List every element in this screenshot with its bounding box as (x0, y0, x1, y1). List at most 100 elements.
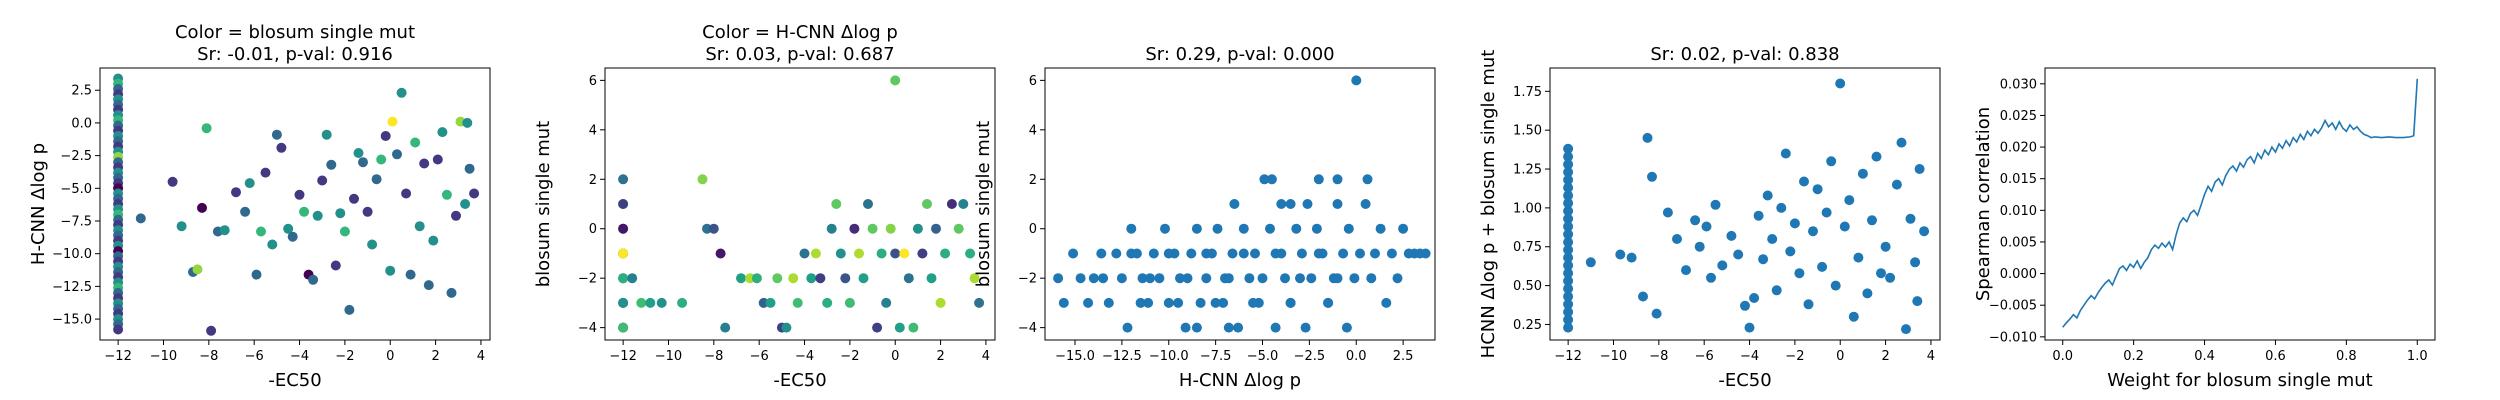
data-point (1259, 174, 1270, 185)
data-point (1694, 241, 1705, 252)
data-point (1563, 143, 1574, 154)
data-point (312, 210, 323, 221)
data-point (826, 223, 837, 234)
data-point (1758, 254, 1769, 265)
data-point (912, 223, 923, 234)
data-point (1126, 223, 1137, 234)
data-point (1853, 252, 1864, 263)
data-point (437, 127, 448, 138)
y-tick-label: 1.25 (1513, 163, 1542, 178)
data-point (1563, 260, 1574, 271)
data-point (1058, 297, 1069, 308)
data-point (1785, 246, 1796, 257)
data-point (1343, 223, 1354, 234)
data-point (1306, 273, 1317, 284)
chart-title-line: Sr: 0.02, p-val: 0.838 (1650, 44, 1839, 65)
data-point (1563, 322, 1574, 333)
data-point (135, 213, 146, 224)
data-point (1867, 215, 1877, 226)
data-point (1068, 248, 1079, 259)
data-point (1662, 207, 1673, 218)
x-tick-label: −2 (335, 349, 354, 364)
data-point (1563, 283, 1574, 294)
data-point (392, 149, 402, 160)
data-point (1839, 221, 1850, 232)
data-point (283, 223, 294, 234)
data-point (844, 297, 855, 308)
data-point (1370, 248, 1380, 259)
data-point (1212, 223, 1223, 234)
x-tick-label: 0 (1836, 349, 1844, 364)
data-point (1210, 297, 1221, 308)
chart-title-line: Color = H-CNN Δlog p (702, 22, 898, 43)
data-point (1160, 223, 1170, 234)
data-point (1229, 199, 1240, 209)
y-tick-label: −2 (1018, 272, 1037, 287)
y-tick-label: 0.015 (2000, 172, 2037, 187)
x-tick-label: 4 (477, 349, 485, 364)
data-point (885, 223, 896, 234)
data-point (419, 158, 430, 169)
data-point (1901, 324, 1911, 335)
data-point (1341, 322, 1352, 333)
data-point (840, 273, 851, 284)
data-point (926, 273, 937, 284)
y-tick-label: −0.005 (1989, 299, 2037, 314)
x-tick-label: 0.0 (1346, 349, 1367, 364)
data-point (1848, 311, 1859, 322)
data-point (1311, 223, 1322, 234)
data-point (876, 248, 887, 259)
data-point (1563, 244, 1574, 255)
y-tick-label: −12.5 (52, 280, 92, 295)
data-point (772, 273, 783, 284)
data-point (1744, 322, 1755, 333)
x-tick-label: 2 (1881, 349, 1889, 364)
y-tick-label: 0.0 (71, 116, 92, 131)
data-point (858, 273, 869, 284)
data-point (1323, 297, 1334, 308)
data-point (1803, 299, 1814, 310)
data-point (1270, 322, 1281, 333)
x-tick-label: −7.5 (1200, 349, 1232, 364)
axes-frame (1549, 67, 1941, 341)
data-point (1808, 226, 1818, 237)
data-point (1218, 297, 1229, 308)
data-point (1880, 241, 1891, 252)
data-point (441, 189, 452, 200)
data-point (867, 223, 878, 234)
data-point (1563, 159, 1574, 170)
data-point (872, 322, 883, 333)
y-tick-label: 0.020 (2000, 141, 2037, 156)
data-point (788, 273, 799, 284)
x-tick-label: 1.0 (2407, 349, 2428, 364)
data-point (1276, 199, 1287, 209)
data-point (1366, 273, 1377, 284)
y-tick-label: −4 (1018, 321, 1037, 336)
chart-title-line: Sr: 0.03, p-val: 0.687 (705, 44, 894, 65)
data-point (460, 199, 471, 209)
x-tick-label: −8 (704, 349, 723, 364)
data-point (1349, 273, 1360, 284)
y-axis-label: blosum single mut (533, 121, 554, 288)
data-point (677, 297, 688, 308)
data-point (1201, 273, 1212, 284)
data-point (1296, 248, 1307, 259)
y-tick-label: −2.5 (60, 149, 92, 164)
data-point (1563, 182, 1574, 193)
data-point (1690, 215, 1701, 226)
data-point (464, 163, 475, 174)
x-tick-label: 0.8 (2336, 349, 2357, 364)
data-point (1776, 202, 1787, 213)
data-point (376, 154, 387, 165)
data-point (618, 273, 629, 284)
data-point (1111, 248, 1122, 259)
data-point (432, 154, 443, 165)
data-point (1362, 174, 1373, 185)
data-point (1257, 273, 1268, 284)
data-point (1122, 322, 1133, 333)
y-tick-label: 0.75 (1513, 240, 1542, 255)
data-point (353, 148, 364, 158)
data-point (1914, 164, 1925, 174)
x-tick-label: −5.0 (1247, 349, 1279, 364)
data-point (618, 223, 629, 234)
